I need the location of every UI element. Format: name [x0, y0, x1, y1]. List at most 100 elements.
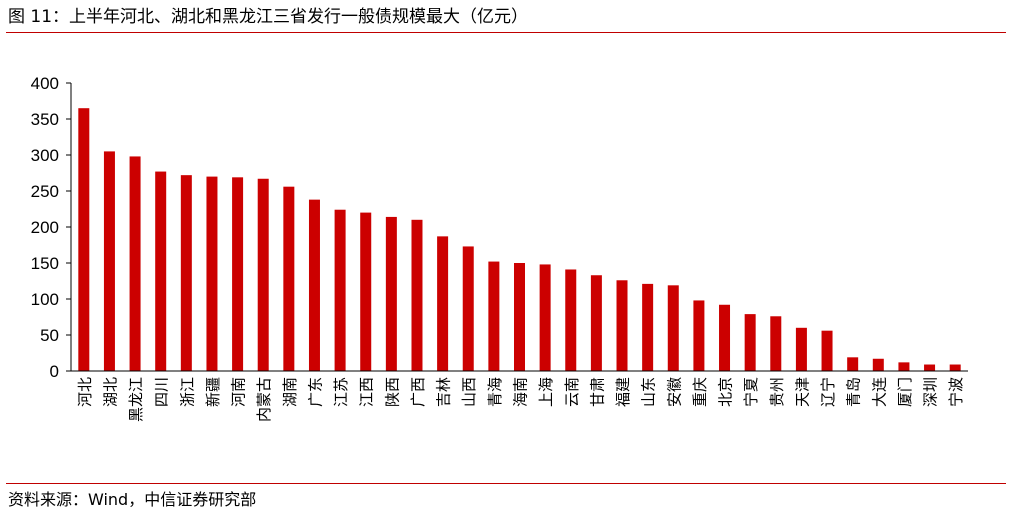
bar [129, 156, 141, 371]
x-tick-label: 辽宁 [819, 377, 837, 407]
x-tick-label: 天津 [793, 377, 811, 407]
bar [770, 316, 782, 371]
x-tick-label: 北京 [717, 377, 735, 407]
x-tick-label-group: 湖南 [281, 377, 299, 407]
bar [180, 175, 192, 371]
x-tick-label-group: 青岛 [845, 377, 863, 407]
x-tick-label-group: 宁波 [947, 377, 965, 407]
bar [744, 314, 756, 371]
x-tick-label-group: 贵州 [768, 377, 786, 407]
bar [103, 151, 115, 371]
x-tick-label-group: 江西 [358, 377, 376, 407]
bar [821, 330, 833, 371]
x-tick-label: 福建 [614, 377, 632, 407]
x-tick-label-group: 深圳 [922, 377, 940, 407]
bar [924, 364, 936, 371]
bar [78, 108, 90, 371]
x-tick-label-group: 甘肃 [588, 377, 606, 407]
x-tick-label-group: 新疆 [204, 377, 222, 407]
x-tick-label-group: 吉林 [435, 377, 453, 407]
y-tick-label: 150 [31, 254, 59, 273]
x-tick-label-group: 山东 [640, 377, 658, 407]
bar [283, 186, 295, 371]
x-tick-label-group: 广西 [409, 377, 427, 407]
y-tick-label: 300 [31, 146, 59, 165]
x-tick-label: 江西 [358, 377, 376, 407]
x-tick-label: 大连 [870, 377, 888, 407]
x-tick-label-group: 大连 [870, 377, 888, 407]
x-tick-label: 青海 [486, 377, 504, 407]
x-tick-label: 安徽 [665, 377, 683, 407]
x-tick-label-group: 上海 [537, 377, 555, 407]
x-tick-label: 河南 [230, 377, 248, 407]
bar [206, 176, 218, 371]
source-divider [6, 483, 1006, 484]
x-tick-label-group: 四川 [153, 377, 171, 407]
bar [872, 358, 884, 371]
x-tick-label: 云南 [563, 377, 581, 407]
x-tick-label: 湖南 [281, 377, 299, 407]
x-tick-label-group: 山西 [460, 377, 478, 407]
bar [385, 216, 397, 371]
x-tick-label-group: 黑龙江 [127, 377, 145, 422]
x-tick-label-group: 青海 [486, 377, 504, 407]
x-tick-label-group: 安徽 [665, 377, 683, 407]
bar [949, 364, 961, 371]
x-tick-label-group: 河南 [230, 377, 248, 407]
x-tick-label: 宁夏 [742, 377, 760, 407]
y-axis: 0 50 100 150 200 250 300 350 400 [31, 74, 72, 381]
bar [437, 236, 449, 371]
y-tick-label: 50 [40, 326, 59, 345]
bar [616, 280, 628, 371]
bar [155, 171, 167, 371]
bar [565, 269, 577, 371]
x-tick-label: 陕西 [383, 377, 401, 407]
x-tick-label: 黑龙江 [127, 377, 145, 422]
x-tick-label-group: 宁夏 [742, 377, 760, 407]
bar [308, 199, 320, 371]
x-tick-label-group: 广东 [306, 377, 324, 407]
bar [514, 263, 525, 371]
x-tick-label: 宁波 [947, 377, 965, 407]
x-tick-label: 新疆 [204, 377, 222, 407]
x-tick-label: 山西 [460, 377, 478, 407]
y-tick-label: 0 [50, 362, 59, 381]
x-tick-label: 贵州 [768, 377, 786, 407]
x-tick-label-group: 湖北 [101, 377, 119, 407]
x-tick-label: 广东 [306, 377, 324, 407]
bars [78, 108, 961, 371]
x-tick-label: 厦门 [896, 377, 914, 407]
x-tick-label: 山东 [640, 377, 658, 407]
x-tick-label: 青岛 [845, 377, 863, 407]
x-tick-label-group: 河北 [76, 377, 94, 407]
x-tick-label-group: 内蒙古 [255, 377, 273, 422]
bar [488, 261, 500, 371]
bar [795, 327, 807, 371]
bar [590, 275, 602, 371]
y-tick-label: 400 [31, 74, 59, 93]
bar [334, 209, 346, 371]
x-tick-label-group: 厦门 [896, 377, 914, 407]
x-tick-label: 广西 [409, 377, 427, 407]
x-tick-label-group: 海南 [512, 377, 530, 407]
chart-title: 图 11：上半年河北、湖北和黑龙江三省发行一般债规模最大（亿元） [8, 7, 529, 27]
bar [232, 177, 244, 371]
bar [411, 219, 423, 371]
x-tick-label: 浙江 [178, 377, 196, 407]
y-tick-label: 350 [31, 110, 59, 129]
x-tick-label: 海南 [512, 377, 530, 407]
x-tick-label: 湖北 [101, 377, 119, 407]
x-tick-label: 四川 [153, 377, 171, 407]
x-tick-label-group: 北京 [717, 377, 735, 407]
x-tick-label-group: 云南 [563, 377, 581, 407]
bar [462, 246, 474, 371]
x-tick-label: 河北 [76, 377, 94, 407]
x-tick-label-group: 辽宁 [819, 377, 837, 407]
y-tick-label: 250 [31, 182, 59, 201]
x-tick-label-group: 浙江 [178, 377, 196, 407]
x-tick-label-group: 重庆 [691, 377, 709, 407]
x-tick-label-group: 江苏 [332, 377, 350, 407]
bar [898, 362, 910, 371]
y-tick-label: 100 [31, 290, 59, 309]
